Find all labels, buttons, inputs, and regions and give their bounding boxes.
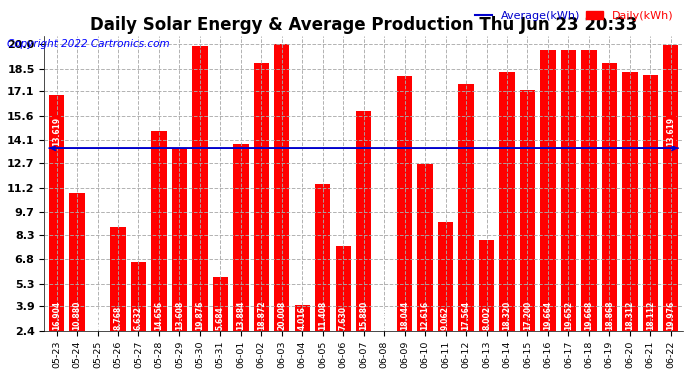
Title: Daily Solar Energy & Average Production Thu Jun 23 20:33: Daily Solar Energy & Average Production … (90, 16, 638, 34)
Bar (49, 94, 64, 331)
Bar (335, 246, 351, 331)
Bar (622, 72, 638, 331)
Bar (458, 84, 474, 331)
Bar (70, 193, 85, 331)
Bar (642, 75, 658, 331)
Text: 16.904: 16.904 (52, 301, 61, 330)
Bar (172, 148, 187, 331)
Bar (274, 44, 290, 331)
Bar (213, 278, 228, 331)
Text: 17.200: 17.200 (523, 301, 532, 330)
Bar (295, 304, 310, 331)
Text: 18.312: 18.312 (625, 301, 634, 330)
Text: 7.630: 7.630 (339, 306, 348, 330)
Text: 18.044: 18.044 (400, 301, 409, 330)
Bar (254, 63, 269, 331)
Bar (520, 90, 535, 331)
Text: 0.000: 0.000 (93, 306, 102, 330)
Bar (540, 50, 555, 331)
Bar (417, 165, 433, 331)
Text: 19.976: 19.976 (667, 301, 676, 330)
Bar (110, 227, 126, 331)
Bar (438, 222, 453, 331)
Text: 17.564: 17.564 (462, 301, 471, 330)
Bar (500, 72, 515, 331)
Bar (151, 131, 166, 331)
Text: 18.112: 18.112 (646, 301, 655, 330)
Bar (602, 63, 617, 331)
Bar (479, 240, 494, 331)
Text: 19.876: 19.876 (195, 301, 204, 330)
Bar (561, 50, 576, 331)
Text: 13.619: 13.619 (667, 117, 676, 146)
Text: 10.880: 10.880 (72, 301, 81, 330)
Text: 14.656: 14.656 (155, 301, 164, 330)
Bar (315, 184, 331, 331)
Text: 13.884: 13.884 (237, 301, 246, 330)
Text: 6.632: 6.632 (134, 306, 143, 330)
Text: 11.408: 11.408 (318, 301, 327, 330)
Text: 15.880: 15.880 (359, 301, 368, 330)
Text: 9.062: 9.062 (441, 306, 450, 330)
Bar (193, 46, 208, 331)
Text: 20.008: 20.008 (277, 301, 286, 330)
Text: 13.619: 13.619 (52, 117, 61, 146)
Text: 19.668: 19.668 (584, 301, 593, 330)
Text: 0.000: 0.000 (380, 306, 388, 330)
Bar (397, 76, 413, 331)
Bar (131, 262, 146, 331)
Text: 18.868: 18.868 (605, 300, 614, 330)
Bar (581, 50, 597, 331)
Text: 8.002: 8.002 (482, 306, 491, 330)
Text: Copyright 2022 Cartronics.com: Copyright 2022 Cartronics.com (7, 39, 170, 50)
Text: 4.016: 4.016 (298, 306, 307, 330)
Text: 12.616: 12.616 (421, 301, 430, 330)
Bar (356, 111, 371, 331)
Bar (233, 144, 248, 331)
Text: 18.320: 18.320 (502, 301, 511, 330)
Text: 13.608: 13.608 (175, 301, 184, 330)
Text: 5.684: 5.684 (216, 306, 225, 330)
Text: 8.768: 8.768 (113, 306, 123, 330)
Text: 18.872: 18.872 (257, 300, 266, 330)
Text: 19.652: 19.652 (564, 301, 573, 330)
Legend: Average(kWh), Daily(kWh): Average(kWh), Daily(kWh) (471, 6, 678, 25)
Text: 19.664: 19.664 (544, 301, 553, 330)
Bar (663, 45, 678, 331)
